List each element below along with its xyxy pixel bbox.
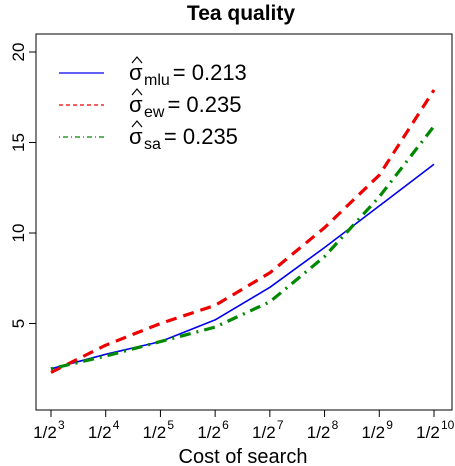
series-lines xyxy=(50,89,436,374)
x-tick-exponent: 5 xyxy=(167,418,174,432)
x-tick-label: 1/2 5 xyxy=(143,418,175,442)
series-line-sa xyxy=(50,125,436,371)
x-tick-label: 1/2 7 xyxy=(252,418,284,442)
x-tick-exponent: 8 xyxy=(332,418,339,432)
legend-subscript: mlu xyxy=(144,72,170,89)
legend-hat-mark xyxy=(131,88,143,96)
x-tick-base: 1/2 xyxy=(416,423,440,442)
x-tick-exponent: 3 xyxy=(58,418,65,432)
legend-value: = 0.235 xyxy=(167,92,241,117)
x-tick-exponent: 4 xyxy=(113,418,120,432)
x-tick-base: 1/2 xyxy=(88,423,112,442)
x-tick-exponent: 10 xyxy=(441,418,455,432)
legend-subscript: sa xyxy=(144,136,161,153)
x-tick-label: 1/2 6 xyxy=(197,418,229,442)
legend-subscript: ew xyxy=(144,104,165,121)
legend-symbol: σ xyxy=(129,60,143,85)
legend-entry-sa: σ sa = 0.235 xyxy=(59,120,238,153)
y-tick-label: 15 xyxy=(9,133,28,152)
x-axis-label: Cost of search xyxy=(179,446,308,466)
legend-value: = 0.213 xyxy=(173,60,247,85)
x-tick-base: 1/2 xyxy=(33,423,57,442)
x-tick-label: 1/2 3 xyxy=(33,418,65,442)
x-tick-label: 1/2 9 xyxy=(361,418,393,442)
y-tick-label: 10 xyxy=(9,224,28,243)
x-axis: 1/2 3 1/2 4 1/2 5 1/2 6 1/2 7 1/2 8 1/2 9 1/2 10 xyxy=(33,410,455,442)
x-tick-label: 1/2 8 xyxy=(307,418,339,442)
chart-title: Tea quality xyxy=(187,2,295,25)
series-line-mlu xyxy=(50,163,435,370)
y-axis: 5 10 15 20 xyxy=(9,43,36,328)
legend-hat-mark xyxy=(131,120,143,128)
legend-symbol: σ xyxy=(129,92,143,117)
x-tick-label: 1/2 10 xyxy=(416,418,454,442)
legend-symbol: σ xyxy=(129,124,143,149)
x-tick-exponent: 6 xyxy=(222,418,229,432)
x-tick-base: 1/2 xyxy=(307,423,331,442)
x-tick-base: 1/2 xyxy=(197,423,221,442)
y-tick-label: 5 xyxy=(9,319,28,328)
legend-entry-mlu: σ mlu = 0.213 xyxy=(59,56,247,89)
legend-entry-ew: σ ew = 0.235 xyxy=(59,88,241,121)
x-tick-base: 1/2 xyxy=(361,423,385,442)
y-tick-label: 20 xyxy=(9,43,28,62)
x-tick-base: 1/2 xyxy=(143,423,167,442)
legend-value: = 0.235 xyxy=(164,124,238,149)
x-tick-base: 1/2 xyxy=(252,423,276,442)
series-line-ew xyxy=(50,89,436,374)
x-tick-exponent: 9 xyxy=(386,418,393,432)
x-tick-exponent: 7 xyxy=(277,418,284,432)
legend-hat-mark xyxy=(131,56,143,64)
x-tick-label: 1/2 4 xyxy=(88,418,120,442)
plot-frame xyxy=(35,33,453,411)
